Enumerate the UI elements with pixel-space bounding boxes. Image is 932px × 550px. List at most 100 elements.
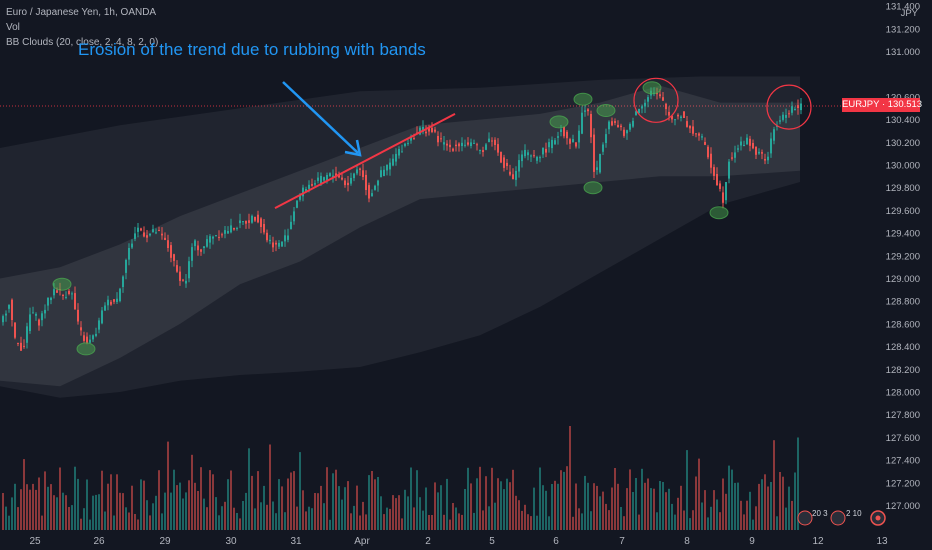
candle-body: [80, 327, 82, 331]
time-tick-label: Apr: [354, 536, 370, 547]
candle-body: [572, 139, 574, 143]
candle-body: [182, 279, 184, 281]
candle-body: [284, 235, 286, 242]
candle-body: [113, 299, 115, 302]
trendline[interactable]: [274, 113, 456, 209]
volume-bar: [77, 478, 79, 530]
volume-bar: [74, 466, 76, 530]
price-tick-label: 128.000: [886, 388, 920, 399]
volume-bar: [434, 482, 436, 530]
candle-body: [125, 260, 127, 273]
volume-bar: [659, 481, 661, 530]
candle-body: [53, 289, 55, 296]
candle-body: [374, 185, 376, 190]
volume-bar: [386, 507, 388, 530]
candle-body: [23, 345, 25, 347]
candle-body: [482, 150, 484, 152]
flag-icon[interactable]: [797, 510, 813, 526]
volume-bar: [545, 490, 547, 530]
candle-body: [794, 109, 796, 111]
candle-body: [734, 152, 736, 158]
candle-body: [446, 143, 448, 146]
candle-body: [83, 335, 85, 341]
volume-bar: [674, 514, 676, 530]
volume-bar: [419, 497, 421, 530]
time-axis[interactable]: 25 26 29 30 31 Apr 2 5 6 7 8 9 12 13: [29, 536, 888, 547]
candle-body: [680, 116, 682, 118]
volume-bar: [158, 470, 160, 530]
volume-bar: [263, 485, 265, 530]
candle-body: [719, 183, 721, 189]
volume-bar: [623, 516, 625, 530]
candle-body: [671, 115, 673, 120]
candle-body: [32, 312, 34, 314]
candle-body: [161, 233, 163, 236]
candle-body: [428, 128, 430, 132]
volume-bar: [299, 452, 301, 530]
volume-bar: [626, 488, 628, 530]
candle-body: [41, 313, 43, 321]
volume-bar: [431, 515, 433, 530]
candle-body: [395, 153, 397, 162]
volume-indicator-label[interactable]: Vol: [6, 22, 20, 33]
alert-icon-dot: [875, 515, 881, 521]
volume-bar: [80, 518, 82, 530]
candle-body: [116, 298, 118, 302]
annotation-arrow[interactable]: [282, 81, 359, 154]
volume-bar: [254, 508, 256, 530]
candle-body: [773, 129, 775, 141]
volume-bar: [455, 507, 457, 530]
volume-bar: [575, 483, 577, 530]
volume-bar: [170, 492, 172, 530]
volume-bar: [191, 454, 193, 530]
volume-bar: [596, 485, 598, 530]
candle-body: [488, 138, 490, 143]
band-touch-marker: [549, 115, 569, 129]
volume-bar: [221, 506, 223, 530]
candle-body: [512, 174, 514, 180]
candle-body: [524, 150, 526, 157]
candle-body: [704, 142, 706, 145]
candle-body: [737, 148, 739, 150]
symbol-title[interactable]: Euro / Japanese Yen, 1h, OANDA: [6, 7, 157, 18]
candle-body: [500, 152, 502, 163]
volume-bar: [293, 471, 295, 530]
volume-bar: [188, 480, 190, 530]
volume-bar: [458, 513, 460, 530]
candle-body: [581, 112, 583, 134]
volume-bar: [83, 508, 85, 530]
candle-body: [659, 94, 661, 97]
candle-body: [389, 162, 391, 170]
candle-body: [371, 193, 373, 197]
candle-body: [476, 144, 478, 146]
flag-icon[interactable]: [830, 510, 846, 526]
candle-body: [596, 167, 598, 170]
volume-bar: [332, 473, 334, 530]
volume-bar: [644, 482, 646, 530]
candle-body: [107, 299, 109, 306]
volume-bar: [728, 465, 730, 530]
price-axis[interactable]: 127.000 127.200 127.400 127.600 127.800 128.0…: [886, 2, 920, 512]
volume-bar: [350, 513, 352, 530]
volume-bar: [17, 507, 19, 530]
volume-bar: [692, 510, 694, 530]
candle-body: [614, 121, 616, 123]
volume-bar: [746, 500, 748, 530]
candle-body: [401, 151, 403, 153]
candle-body: [104, 305, 106, 311]
candle-body: [95, 333, 97, 336]
candle-body: [206, 239, 208, 247]
volume-bar: [269, 444, 271, 530]
price-tick-label: 127.000: [886, 501, 920, 512]
bottom-icons[interactable]: 20 3 2 10: [797, 509, 886, 526]
candle-body: [14, 322, 16, 338]
candle-body: [539, 157, 541, 159]
candle-body: [380, 170, 382, 178]
candle-body: [281, 241, 283, 247]
candle-body: [74, 293, 76, 310]
volume-bar: [233, 507, 235, 530]
bb-clouds-indicator-label[interactable]: BB Clouds (20, close, 2, 4, 8, 2, 0): [6, 37, 159, 48]
volume-bar: [122, 493, 124, 530]
volume-bar: [677, 497, 679, 530]
